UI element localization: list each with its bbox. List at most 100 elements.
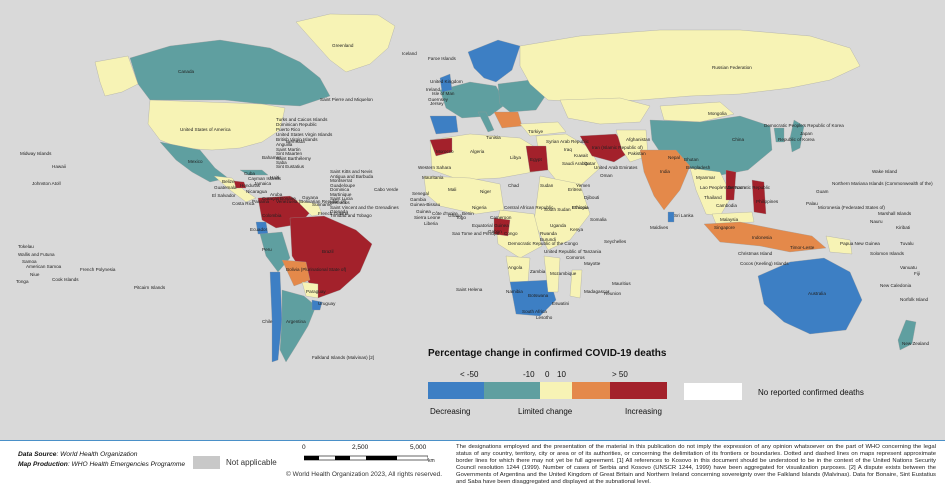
map-label: Seychelles	[604, 239, 627, 244]
map-label: Curaçao	[262, 196, 280, 201]
map-label: Brazil	[322, 249, 334, 254]
map-label: Canada	[178, 69, 195, 74]
map-label: United Republic of Tanzania	[544, 249, 602, 254]
map-label: Kuwait	[574, 153, 588, 158]
region-madagascar	[569, 269, 583, 299]
region-balkans	[493, 111, 523, 129]
legend-no-report-swatch	[684, 383, 742, 400]
region-brazil	[289, 215, 373, 299]
map-label: Afghanistan	[626, 137, 651, 142]
map-label: Nepal	[668, 155, 681, 160]
map-label: New Zealand	[902, 341, 930, 346]
legend-category-increasing: Increasing	[625, 407, 662, 416]
map-label: Eritrea	[568, 187, 582, 192]
map-label: Ghana	[448, 213, 462, 218]
map-label: Lesotho	[536, 315, 553, 320]
map-label: Rwanda	[540, 231, 557, 236]
map-label: Ethiopia	[572, 205, 589, 210]
scale-unit: km	[428, 458, 435, 464]
map-label: Guyana	[302, 195, 319, 200]
map-label: Ecuador	[250, 227, 268, 232]
map-label: Somalia	[590, 217, 607, 222]
legend-category-decreasing: Decreasing	[430, 407, 471, 416]
map-label: Yemen	[576, 183, 591, 188]
map-label: Saudi Arabia	[562, 161, 589, 166]
region-kazakhstan	[559, 97, 651, 125]
map-label: Vanuatu	[900, 265, 917, 270]
map-label: Senegal	[412, 191, 429, 196]
map-label: Bangladesh	[686, 165, 711, 170]
region-new-zealand	[897, 319, 917, 351]
map-label: Argentina	[286, 319, 306, 324]
map-label: Namibia	[506, 289, 523, 294]
map-label: Palau	[806, 201, 818, 206]
map-label: United States Virgin Islands	[276, 132, 333, 137]
map-label: Samoa	[22, 259, 37, 264]
map-label: Sierra Leone	[414, 215, 441, 220]
map-label: Sudan	[540, 183, 554, 188]
map-label: Australia	[808, 291, 826, 296]
map-label: Myanmar	[696, 175, 716, 180]
map-label: Sint Maarten	[276, 151, 303, 156]
map-label: Guatemala	[214, 185, 237, 190]
map-label: Saint Kitts and Nevis	[330, 169, 373, 174]
map-label: Bonaire	[280, 196, 296, 201]
map-label: Grenada	[330, 209, 348, 214]
map-label: Cocos (Keeling) Islands	[740, 261, 789, 266]
region-russia	[519, 29, 861, 103]
map-production: Map Production: WHO Health Emergencies P…	[18, 461, 185, 468]
map-label: Comoros	[566, 255, 585, 260]
scale-5000: 5,000	[410, 444, 427, 451]
map-label: Eswatini	[552, 301, 570, 306]
map-label: Côte d'Ivoire	[432, 211, 458, 216]
map-label: Philippines	[756, 199, 779, 204]
region-honduras	[233, 180, 247, 189]
region-paraguay	[301, 281, 319, 299]
map-label: Uganda	[550, 223, 567, 228]
map-label: Micronesia (Federated States of)	[818, 205, 885, 210]
legend-category-limited: Limited change	[518, 407, 573, 416]
map-label: French Polynesia	[80, 267, 116, 272]
legend-no-report-label: No reported confirmed deaths	[758, 388, 864, 397]
region-southern-africa	[509, 279, 557, 317]
map-label: Egypt	[530, 157, 542, 162]
map-label: French Guiana	[318, 211, 349, 216]
scale-0: 0	[302, 444, 306, 451]
region-morocco	[429, 137, 453, 157]
map-label: Christmas Island	[738, 251, 773, 256]
map-label: Sao Tome and Principe	[452, 231, 500, 236]
legend-band-decrease	[484, 382, 540, 399]
map-label: Libya	[510, 155, 521, 160]
map-label: Nicaragua	[246, 189, 267, 194]
copyright: © World Health Organization 2023, All ri…	[286, 471, 443, 478]
map-label: Lao People's Democratic Republic	[700, 185, 771, 190]
legend-tick-gt-50: > 50	[612, 370, 628, 379]
region-india	[639, 149, 691, 211]
region-korea	[773, 127, 785, 143]
map-label: Kenya	[570, 227, 584, 232]
map-label: South Africa	[522, 309, 547, 314]
map-label: British Virgin Islands	[276, 137, 318, 142]
map-label: Tuvalu	[900, 241, 914, 246]
map-label: Zambia	[530, 269, 546, 274]
map-label: Barbados	[330, 200, 350, 205]
map-label: Marshall Islands	[878, 211, 912, 216]
map-label: Norfolk Island	[900, 297, 929, 302]
map-label: Cambodia	[716, 203, 737, 208]
map-label: Saint Pierre and Miquelon	[320, 97, 373, 102]
map-label: Cook Islands	[52, 277, 79, 282]
data-source: Data Source: World Health Organization	[18, 451, 137, 458]
map-label: Togo	[456, 215, 466, 220]
region-central-america	[213, 175, 257, 203]
map-label: Ireland	[426, 87, 441, 92]
data-source-label: Data Source	[18, 451, 57, 458]
region-australia	[757, 257, 863, 335]
map-label: Jersey	[430, 101, 444, 106]
map-label: Republic of Korea	[778, 137, 815, 142]
map-label: Saint Martin	[276, 147, 301, 152]
map-label: Oman	[600, 173, 613, 178]
map-label: Pakistan	[628, 151, 646, 156]
map-label: Belize	[222, 179, 235, 184]
map-label: Niger	[480, 189, 491, 194]
map-label: Falkland Islands (Malvinas) [2]	[312, 355, 375, 360]
